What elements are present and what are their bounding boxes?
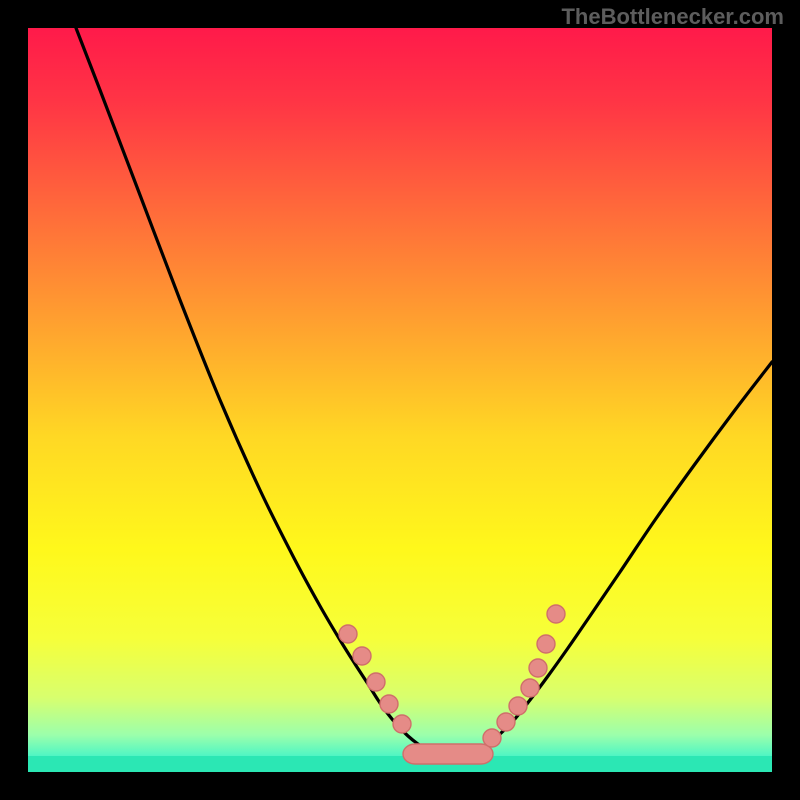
chart-stage: TheBottlenecker.com	[0, 0, 800, 800]
watermark-text: TheBottlenecker.com	[561, 4, 784, 30]
chart-frame	[0, 0, 800, 800]
